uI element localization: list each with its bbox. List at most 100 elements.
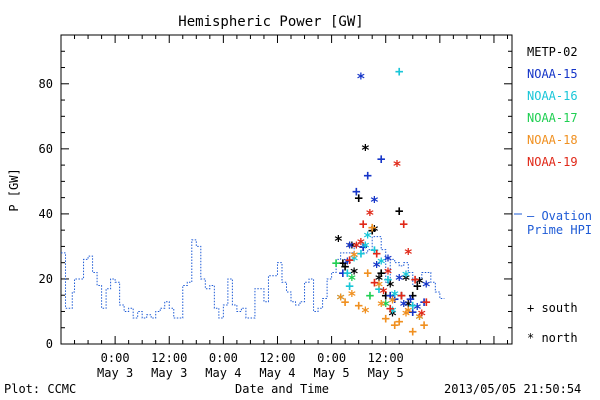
data-point: + (409, 288, 417, 304)
data-point: * (381, 297, 390, 315)
data-point: + (391, 291, 399, 307)
data-point: * (399, 297, 408, 315)
data-point: * (404, 303, 413, 321)
x-tick-label: 0:00 (317, 351, 346, 365)
data-point: * (401, 307, 410, 325)
data-point: + (370, 243, 378, 259)
data-point: + (422, 295, 430, 311)
data-point: * (374, 277, 383, 295)
data-point: + (345, 278, 353, 294)
legend-item: NOAA-15 (527, 67, 578, 81)
data-point: * (415, 310, 424, 328)
data-point: + (382, 288, 390, 304)
data-point: * (370, 193, 379, 211)
data-point: * (365, 206, 374, 224)
data-point: + (375, 282, 383, 298)
x-tick-date: May 4 (205, 366, 241, 380)
data-point: + (382, 311, 390, 327)
data-point: * (356, 235, 365, 253)
x-tick-date: May 3 (151, 366, 187, 380)
data-point: * (345, 238, 354, 256)
data-point: * (386, 277, 395, 295)
data-point: + (359, 217, 367, 233)
data-point: + (339, 265, 347, 281)
data-point: * (392, 157, 401, 175)
data-point: + (384, 272, 392, 288)
legend-item: NOAA-18 (527, 133, 578, 147)
data-point: * (336, 290, 345, 308)
data-point: * (374, 271, 383, 289)
data-point: + (395, 64, 403, 80)
data-point: * (352, 238, 361, 256)
data-point: + (352, 184, 360, 200)
y-tick-label: 80 (39, 77, 53, 91)
data-point: + (409, 304, 417, 320)
x-tick-date: May 5 (368, 366, 404, 380)
footer-right: 2013/05/05 21:50:54 (444, 382, 581, 396)
data-point: * (356, 69, 365, 87)
legend-north: * north (527, 331, 578, 345)
data-point: * (347, 271, 356, 289)
data-point: * (401, 271, 410, 289)
x-tick-label: 12:00 (368, 351, 404, 365)
data-point: + (411, 272, 419, 288)
data-point: * (413, 300, 422, 318)
legend-item: NOAA-17 (527, 111, 578, 125)
data-point: * (404, 245, 413, 263)
data-point: * (388, 307, 397, 325)
x-tick-date: May 5 (314, 366, 350, 380)
data-point: + (377, 152, 385, 168)
data-point: + (391, 317, 399, 333)
data-point: * (336, 290, 345, 308)
data-point: * (343, 255, 352, 273)
data-point: * (383, 264, 392, 282)
data-point: + (359, 239, 367, 255)
data-point: + (400, 217, 408, 233)
chart-title: Hemispheric Power [GW] (178, 14, 363, 30)
data-point: + (409, 324, 417, 340)
data-point: * (395, 271, 404, 289)
x-axis-label: Date and Time (235, 382, 329, 396)
data-point: + (354, 191, 362, 207)
data-point: + (345, 252, 353, 268)
data-point: * (422, 277, 431, 295)
data-point: * (388, 294, 397, 312)
data-point: * (379, 284, 388, 302)
data-point: * (347, 287, 356, 305)
data-point: + (370, 275, 378, 291)
data-point: + (363, 168, 371, 184)
plot-frame (60, 34, 513, 345)
data-point: + (339, 256, 347, 272)
x-tick-label: 12:00 (151, 351, 187, 365)
data-point: * (334, 232, 343, 250)
data-point: * (377, 297, 386, 315)
data-point: + (386, 301, 394, 317)
data-point: + (341, 259, 349, 275)
data-point: + (368, 223, 376, 239)
legend: METP-02 NOAA-15 NOAA-16 NOAA-17 NOAA-18 NOAA-… (514, 45, 592, 345)
legend-south: + south (527, 301, 578, 315)
x-tick-date: May 3 (97, 366, 133, 380)
data-point: + (420, 317, 428, 333)
ovation-line (61, 236, 445, 319)
data-point: + (343, 265, 351, 281)
data-point: + (395, 204, 403, 220)
data-point: * (383, 251, 392, 269)
data-point: + (368, 220, 376, 236)
legend-item: NOAA-19 (527, 155, 578, 169)
data-point: * (388, 303, 397, 321)
data-point: + (372, 246, 380, 262)
data-point: * (417, 307, 426, 325)
data-point: * (377, 255, 386, 273)
x-tick-date: May 4 (259, 366, 295, 380)
footer-left: Plot: CCMC (4, 382, 76, 396)
data-point: + (354, 298, 362, 314)
x-tick-label: 0:00 (101, 351, 130, 365)
y-tick-label: 0 (46, 337, 53, 351)
data-point: + (332, 256, 340, 272)
data-point: + (409, 298, 417, 314)
data-point: + (357, 246, 365, 262)
data-point: * (372, 258, 381, 276)
x-tick-label: 12:00 (259, 351, 295, 365)
